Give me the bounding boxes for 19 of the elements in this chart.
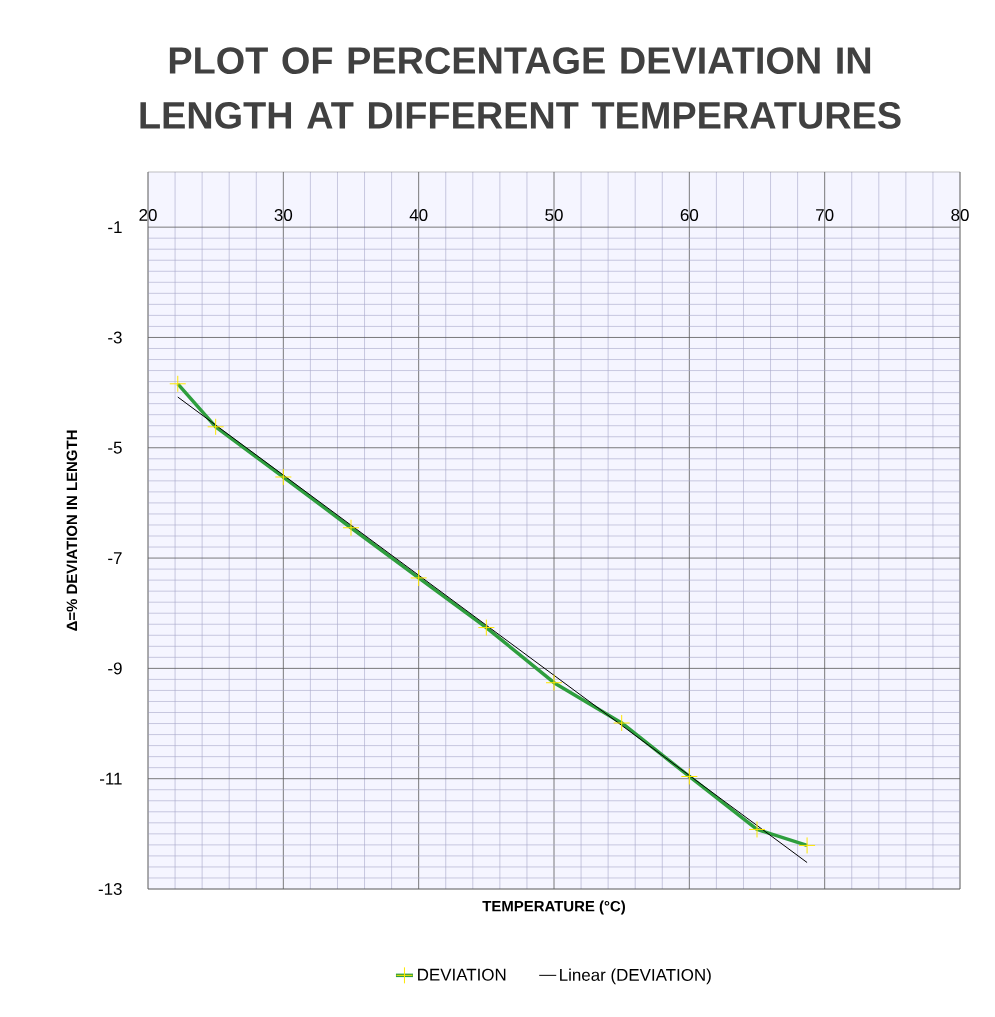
y-tick-label: -3 [108,331,122,344]
x-axis-title: TEMPERATURE (°C) [482,900,625,915]
legend-label: DEVIATION [418,968,506,981]
x-tick-label: 20 [139,208,157,221]
y-axis-title: Δ=% DEVIATION IN LENGTH [66,430,78,631]
x-tick-label: 60 [680,208,699,221]
y-tick-label: -13 [98,883,122,895]
x-tick-label: 30 [274,208,293,221]
x-tick-label: 80 [951,208,969,221]
x-tick-label: 50 [545,208,563,221]
legend-label: Linear (DEVIATION) [560,968,711,985]
x-tick-label: 40 [409,208,428,221]
y-tick-label: -11 [100,772,122,785]
y-tick-label: -5 [108,441,122,454]
y-tick-label: -9 [108,662,122,675]
x-tick-label: 70 [816,208,834,221]
y-tick-label: -7 [108,552,122,564]
chart-title: PLOT OF PERCENTAGE DEVIATION IN LENGTH AT DIFFERENT TEMPERATURES [140,47,901,129]
y-tick-label: -1 [108,221,122,233]
